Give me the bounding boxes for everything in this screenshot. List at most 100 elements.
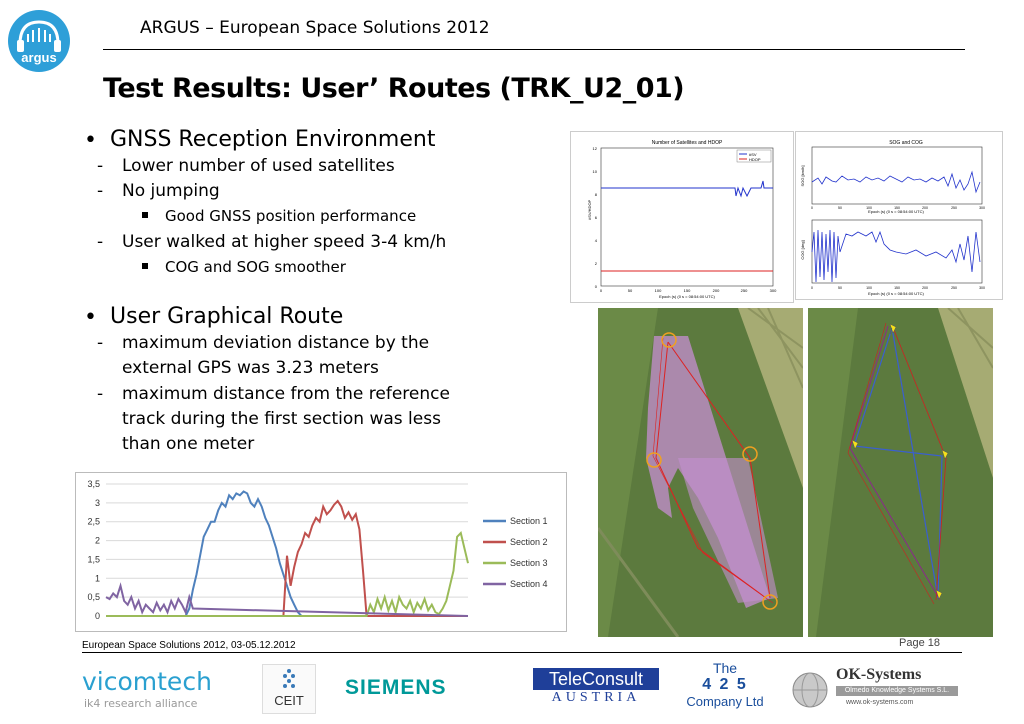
argus-logo: argus <box>8 10 70 72</box>
bullet-1-3-marker: - <box>97 232 104 252</box>
sv-ytick: 0 <box>595 284 598 289</box>
ok-systems-url: www.ok-systems.com <box>846 699 914 706</box>
the-425-line1: The <box>712 660 738 676</box>
bullet-1-3-1-square-icon <box>142 263 148 269</box>
sv-ytick: 2 <box>595 261 598 266</box>
sv-xtick: 150 <box>684 288 691 293</box>
argus-headphones-icon <box>17 20 61 52</box>
sog-xtick: 300 <box>979 206 985 210</box>
bullet-2-1-text-line1: maximum deviation distance by the <box>122 333 430 353</box>
sv-xtick: 300 <box>770 288 777 293</box>
chart-ytick-label: 1,5 <box>87 554 100 564</box>
sv-chart-ylabel: #SV/HDOP <box>587 199 592 220</box>
bullet-2-marker: • <box>84 305 97 330</box>
ok-systems-globe-icon <box>792 672 828 708</box>
sv-ytick: 6 <box>595 215 598 220</box>
bullet-1-2-text: No jumping <box>122 181 220 201</box>
cog-xtick: 0 <box>811 286 813 290</box>
sv-legend-sv: #SV <box>749 152 757 157</box>
ceit-logo: CEIT <box>262 664 316 714</box>
bullet-1-3-text: User walked at higher speed 3-4 km/h <box>122 232 447 252</box>
cog-xtick: 50 <box>838 286 842 290</box>
chart-ytick-label: 2 <box>95 536 100 546</box>
chart-legend-label: Section 1 <box>510 516 548 526</box>
slide-title: Test Results: User’ Routes (TRK_U2_01) <box>103 73 685 104</box>
ok-systems-logo: OK-Systems Olmedo Knowledge Systems S.L.… <box>790 666 960 714</box>
sog-xtick: 50 <box>838 206 842 210</box>
chart-ytick-label: 0,5 <box>87 592 100 602</box>
route-map-reference <box>598 308 803 637</box>
sv-chart-xlabel: Epoch (s) (0 s = 08:54:00 UTC) <box>659 294 715 299</box>
footer-divider <box>82 652 962 653</box>
sv-xtick: 50 <box>628 288 633 293</box>
sog-xtick: 0 <box>811 206 813 210</box>
sog-xtick: 250 <box>951 206 957 210</box>
chart-legend-label: Section 4 <box>510 579 548 589</box>
footer-text: European Space Solutions 2012, 03-05.12.… <box>82 640 296 651</box>
bullet-2-2-marker: - <box>97 384 104 404</box>
sv-xtick: 200 <box>713 288 720 293</box>
siemens-logo: SIEMENS <box>345 676 447 699</box>
bullet-1-2-1-text: Good GNSS position performance <box>165 207 417 225</box>
sog-chart-xlabel: Epoch (s) (0 s = 08:54:00 UTC) <box>868 209 924 214</box>
the-425-company-logo: The 4 2 5 Company Ltd <box>670 660 780 709</box>
cog-xtick: 250 <box>951 286 957 290</box>
bullet-2-1-marker: - <box>97 333 104 353</box>
teleconsult-name: TeleConsult <box>533 668 659 690</box>
sog-cog-chart: SOG and COG SOG [km/h] Epoch (s) (0 s = … <box>795 131 1003 300</box>
bullet-2-text: User Graphical Route <box>110 304 344 329</box>
vicomtech-logo: vicomtech <box>82 667 212 696</box>
section-deviation-chart-svg: 0 0,5 1 1,5 2 2,5 3 3,5 Section 1 Section 2 Sectio… <box>87 479 548 621</box>
sv-xtick: 250 <box>741 288 748 293</box>
sv-ytick: 4 <box>595 238 598 243</box>
the-425-line3: Company Ltd <box>686 694 764 709</box>
header-divider <box>103 49 965 50</box>
bullet-1-2-marker: - <box>97 181 104 201</box>
section-deviation-chart: 0 0,5 1 1,5 2 2,5 3 3,5 Section 1 Section 2 Sectio… <box>75 472 567 632</box>
sv-ytick: 10 <box>593 169 598 174</box>
page-number: Page 18 <box>899 637 940 649</box>
cog-xtick: 100 <box>866 286 872 290</box>
teleconsult-logo: TeleConsult AUSTRIA <box>533 668 659 710</box>
bullet-1-marker: • <box>84 128 97 153</box>
sv-ytick: 8 <box>595 192 598 197</box>
sog-chart-ylabel: SOG [km/h] <box>800 166 805 187</box>
chart-ytick-label: 2,5 <box>87 517 100 527</box>
chart-ytick-label: 3 <box>95 498 100 508</box>
chart-legend-label: Section 2 <box>510 537 548 547</box>
route-map-gps <box>808 308 993 637</box>
cog-xtick: 150 <box>894 286 900 290</box>
sog-xtick: 100 <box>866 206 872 210</box>
chart-series-line <box>106 531 469 617</box>
bullet-2-2-text-line1: maximum distance from the reference <box>122 384 450 404</box>
sog-xtick: 200 <box>922 206 928 210</box>
bullet-2-1-text-line2: external GPS was 3.23 meters <box>122 358 379 378</box>
bullet-2-2-text-line3: than one meter <box>122 434 255 454</box>
bullet-1-2-1-square-icon <box>142 212 148 218</box>
sv-chart-title: Number of Satellites and HDOP <box>652 140 723 146</box>
ceit-dots-icon <box>283 669 295 688</box>
bullet-1-1-marker: - <box>97 156 104 176</box>
argus-logo-text: argus <box>21 50 57 65</box>
chart-series-line <box>106 490 468 617</box>
chart-series-line <box>106 499 468 617</box>
ok-systems-name: OK-Systems <box>836 666 922 683</box>
chart-ytick-label: 1 <box>95 573 100 583</box>
ok-systems-subtitle: Olmedo Knowledge Systems S.L. <box>836 686 958 696</box>
bullet-1-3-1-text: COG and SOG smoother <box>165 258 346 276</box>
cog-xtick: 200 <box>922 286 928 290</box>
header-title: ARGUS – European Space Solutions 2012 <box>140 18 490 38</box>
chart-ytick-label: 3,5 <box>87 479 100 489</box>
sv-ytick: 12 <box>593 146 598 151</box>
bullet-1-text: GNSS Reception Environment <box>110 127 436 152</box>
ceit-logo-text: CEIT <box>274 693 304 708</box>
cog-chart-ylabel: COG [deg] <box>800 240 805 259</box>
sv-legend-hdop: HDOP <box>749 157 761 162</box>
cog-chart-xlabel: Epoch (s) (0 s = 08:54:00 UTC) <box>868 291 924 296</box>
sog-chart-title: SOG and COG <box>889 140 923 146</box>
bullet-2-2-text-line2: track during the first section was less <box>122 409 441 429</box>
sv-xtick: 0 <box>600 288 603 293</box>
vicomtech-subtitle: ik4 research alliance <box>84 697 198 710</box>
chart-legend-label: Section 3 <box>510 558 548 568</box>
chart-ytick-label: 0 <box>95 611 100 621</box>
